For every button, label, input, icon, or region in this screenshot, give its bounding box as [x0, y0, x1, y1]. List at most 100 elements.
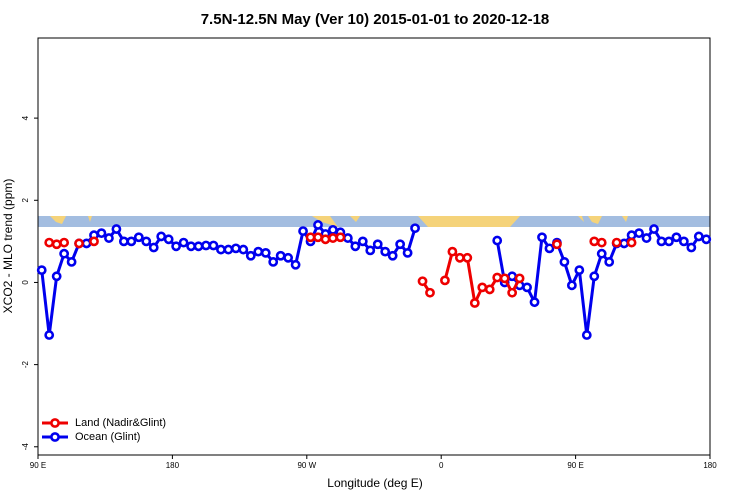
data-point [193, 241, 204, 252]
x-tick-label: 90 E [567, 461, 583, 470]
data-point [372, 239, 383, 250]
data-point [186, 241, 196, 252]
data-point [74, 238, 84, 249]
data-point [611, 237, 622, 248]
data-point [305, 232, 316, 243]
data-point [686, 242, 697, 253]
data-point [387, 250, 398, 261]
data-point [492, 235, 503, 246]
data-point [104, 233, 114, 243]
data-point [492, 272, 503, 283]
data-point [596, 248, 607, 259]
data-point [619, 238, 630, 249]
data-point [163, 234, 174, 245]
data-point [44, 330, 55, 340]
data-point [641, 233, 652, 243]
x-axis-label: Longitude (deg E) [327, 476, 422, 490]
data-point [454, 252, 465, 263]
data-point [290, 259, 301, 270]
legend-label: Land (Nadir&Glint) [75, 417, 166, 429]
data-point [283, 252, 294, 263]
data-point [566, 280, 577, 291]
data-point [313, 232, 323, 243]
data-point [395, 239, 406, 250]
data-point [178, 237, 189, 248]
data-point [447, 246, 458, 257]
data-point [544, 243, 555, 254]
data-point [402, 247, 413, 258]
x-tick-label: 180 [166, 461, 180, 470]
data-point [313, 220, 323, 230]
data-point [133, 232, 144, 243]
data-point [216, 244, 226, 255]
plot-frame [37, 37, 711, 456]
legend-marker [50, 432, 60, 442]
data-point [156, 231, 167, 242]
y-tick-label: -2 [21, 361, 30, 369]
data-point [574, 265, 585, 276]
x-tick-label: 180 [703, 461, 717, 470]
data-point [529, 297, 540, 308]
data-point [469, 298, 480, 308]
data-point [51, 271, 62, 282]
data-point [171, 241, 182, 252]
data-point [604, 257, 615, 267]
data-point [425, 287, 435, 298]
data-point [89, 236, 99, 247]
x-tick-label: 0 [439, 461, 444, 470]
data-point [118, 236, 129, 247]
data-point [559, 257, 570, 267]
data-point [298, 226, 308, 236]
data-point [484, 284, 495, 295]
data-point [268, 257, 279, 267]
data-point [678, 236, 689, 247]
x-tick-label: 90 E [30, 461, 46, 470]
y-tick-label: 2 [21, 198, 30, 203]
data-point [357, 236, 368, 247]
data-point [36, 265, 47, 276]
x-tick-label: 90 W [297, 461, 316, 470]
data-point [589, 271, 600, 282]
data-point [201, 240, 211, 251]
data-point [238, 244, 249, 255]
data-point [440, 275, 450, 286]
data-point [208, 240, 219, 251]
data-point [96, 228, 107, 239]
data-point [66, 257, 77, 267]
data-point [328, 233, 338, 243]
data-point [126, 236, 137, 247]
data-point [649, 224, 659, 234]
data-point [507, 271, 518, 282]
data-point [701, 234, 712, 245]
data-point [477, 282, 488, 293]
data-point [410, 223, 420, 234]
y-tick-label: 4 [21, 115, 30, 120]
data-point [253, 246, 264, 257]
data-point [59, 248, 70, 259]
data-point [634, 228, 644, 239]
data-point [275, 250, 286, 261]
data-point [664, 236, 674, 247]
data-point [328, 224, 338, 235]
data-point [417, 276, 428, 287]
y-tick-label: 0 [21, 280, 30, 285]
data-point [320, 234, 331, 245]
data-point [59, 237, 70, 248]
data-point [223, 244, 234, 255]
data-point [596, 237, 607, 248]
data-point [656, 236, 667, 247]
data-point [462, 252, 473, 263]
data-point [514, 273, 525, 284]
data-point [365, 245, 376, 256]
data-point [507, 287, 518, 298]
data-point [230, 243, 241, 254]
data-point [626, 237, 637, 248]
data-point [245, 250, 256, 261]
data-point [581, 330, 592, 340]
data-point [693, 231, 704, 242]
data-point [671, 232, 682, 243]
data-point [148, 242, 159, 253]
data-point [111, 224, 122, 234]
chart-title: 7.5N-12.5N May (Ver 10) 2015-01-01 to 20… [201, 11, 550, 28]
data-point [350, 241, 361, 252]
